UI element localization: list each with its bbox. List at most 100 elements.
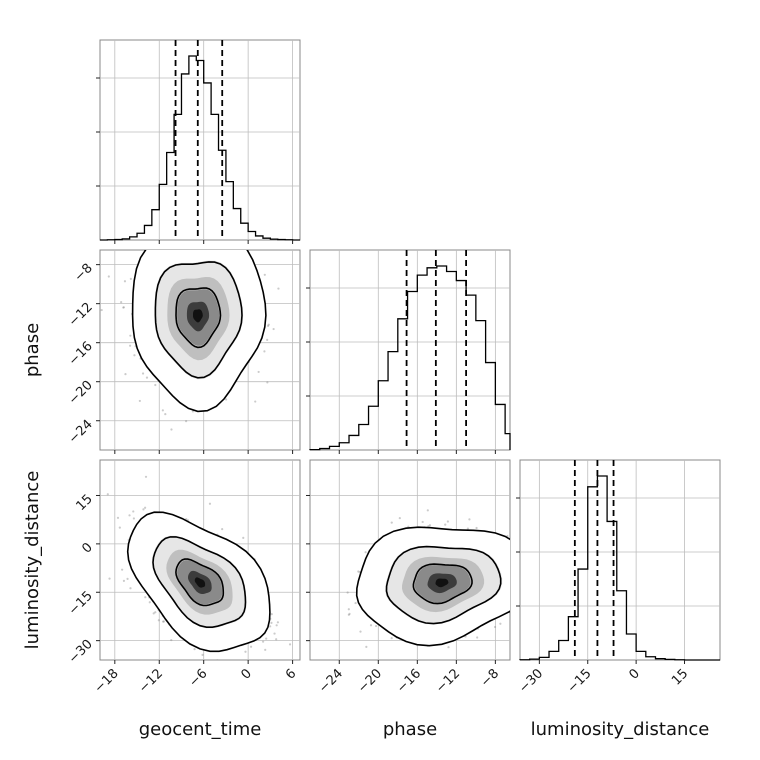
y-axis-label-phase: phase	[22, 323, 43, 377]
sample-point	[233, 246, 235, 248]
sample-point	[275, 624, 278, 627]
sample-point	[517, 565, 519, 567]
sample-point	[132, 517, 135, 520]
sample-point	[185, 243, 187, 245]
tick-label: 0	[626, 666, 642, 682]
sample-point	[518, 608, 520, 610]
sample-point	[167, 241, 169, 243]
sample-point	[369, 624, 373, 627]
density-layer	[100, 241, 280, 450]
sample-point	[126, 577, 129, 580]
sample-point	[277, 287, 280, 290]
tick-label: 15	[669, 666, 691, 688]
histogram-step-phase	[309, 265, 511, 451]
sample-point	[138, 399, 141, 403]
sample-point	[346, 591, 349, 594]
sample-point	[421, 520, 424, 524]
sample-point	[276, 621, 280, 624]
joint-panel-phase-vs-luminosity-distance	[306, 459, 520, 664]
sample-point	[475, 526, 478, 530]
sample-point	[225, 398, 228, 401]
sample-point	[276, 665, 278, 667]
panel-frame	[99, 39, 301, 241]
sample-point	[510, 577, 512, 579]
contour-line-39pct	[175, 558, 225, 607]
joint-panel-geocent-time-vs-luminosity-distance	[96, 459, 301, 667]
sample-point	[266, 324, 270, 328]
sample-point	[218, 242, 220, 244]
sample-point	[264, 648, 267, 651]
sample-point	[493, 625, 497, 629]
tick-label: −18	[92, 666, 122, 696]
sample-point	[254, 400, 257, 403]
sample-point	[121, 568, 124, 571]
sample-point	[514, 550, 516, 552]
sample-point	[269, 625, 272, 628]
x-axis-label-geocent-time: geocent_time	[139, 719, 262, 740]
sample-point	[517, 587, 519, 589]
sample-point	[120, 301, 123, 304]
sample-point	[512, 612, 514, 614]
tick-label: −12	[136, 666, 166, 696]
tick-label: −20	[355, 666, 385, 696]
sample-point	[499, 622, 502, 625]
x-axis-label-luminosity-distance: luminosity_distance	[531, 719, 710, 740]
tick-label: −12	[433, 666, 463, 696]
tick-label: −6	[186, 666, 210, 690]
x-axis-label-phase: phase	[383, 719, 437, 740]
sample-point	[398, 517, 401, 520]
sample-point	[447, 646, 450, 649]
panel-frame	[309, 249, 511, 451]
sample-point	[468, 518, 471, 521]
sample-point	[515, 568, 517, 570]
sample-point	[374, 624, 378, 628]
sample-point	[512, 558, 514, 560]
sample-point	[221, 527, 224, 531]
density-fill	[194, 577, 206, 588]
density-layer	[346, 509, 520, 649]
contour-line-39pct	[412, 563, 473, 605]
tick-label: −20	[66, 378, 96, 408]
sample-point	[132, 510, 135, 513]
sample-point	[123, 280, 127, 283]
sample-point	[133, 354, 136, 357]
sample-point	[161, 409, 164, 412]
sample-point	[244, 650, 247, 653]
sample-point	[162, 620, 165, 623]
histogram-panel-phase	[306, 249, 511, 454]
sample-point	[185, 420, 188, 423]
contour-line-86pct	[385, 545, 502, 625]
sample-point	[144, 596, 147, 599]
tick-label: −15	[565, 666, 595, 696]
sample-point	[162, 620, 165, 623]
sample-point	[118, 526, 121, 529]
sample-point	[248, 246, 250, 248]
sample-point	[164, 412, 167, 416]
sample-point	[272, 327, 275, 331]
sample-point	[426, 509, 429, 512]
contour-line-99pct	[355, 526, 510, 647]
sample-point	[390, 637, 393, 640]
sample-point	[122, 306, 125, 309]
sample-point	[510, 576, 512, 578]
sample-point	[129, 334, 132, 337]
sample-point	[122, 579, 126, 582]
sample-point	[144, 506, 147, 509]
sample-point	[365, 645, 368, 648]
sample-point	[263, 273, 266, 276]
panels: −18 −12 −6 0 6 −24 −20 −16 −12 −8 −30 −15 0 15−24−20−…	[66, 39, 721, 696]
tick-label: −16	[394, 666, 424, 696]
tick-label: −16	[66, 339, 96, 369]
tick-label: 6	[283, 666, 299, 682]
sample-point	[364, 551, 367, 554]
sample-point	[516, 591, 518, 593]
sample-point	[129, 344, 132, 347]
sample-point	[170, 638, 173, 642]
sample-point	[466, 527, 469, 530]
sample-point	[157, 619, 160, 622]
sample-point	[187, 246, 189, 248]
sample-point	[267, 323, 270, 326]
sample-point	[129, 277, 132, 280]
sample-point	[116, 516, 120, 519]
sample-point	[446, 520, 449, 523]
